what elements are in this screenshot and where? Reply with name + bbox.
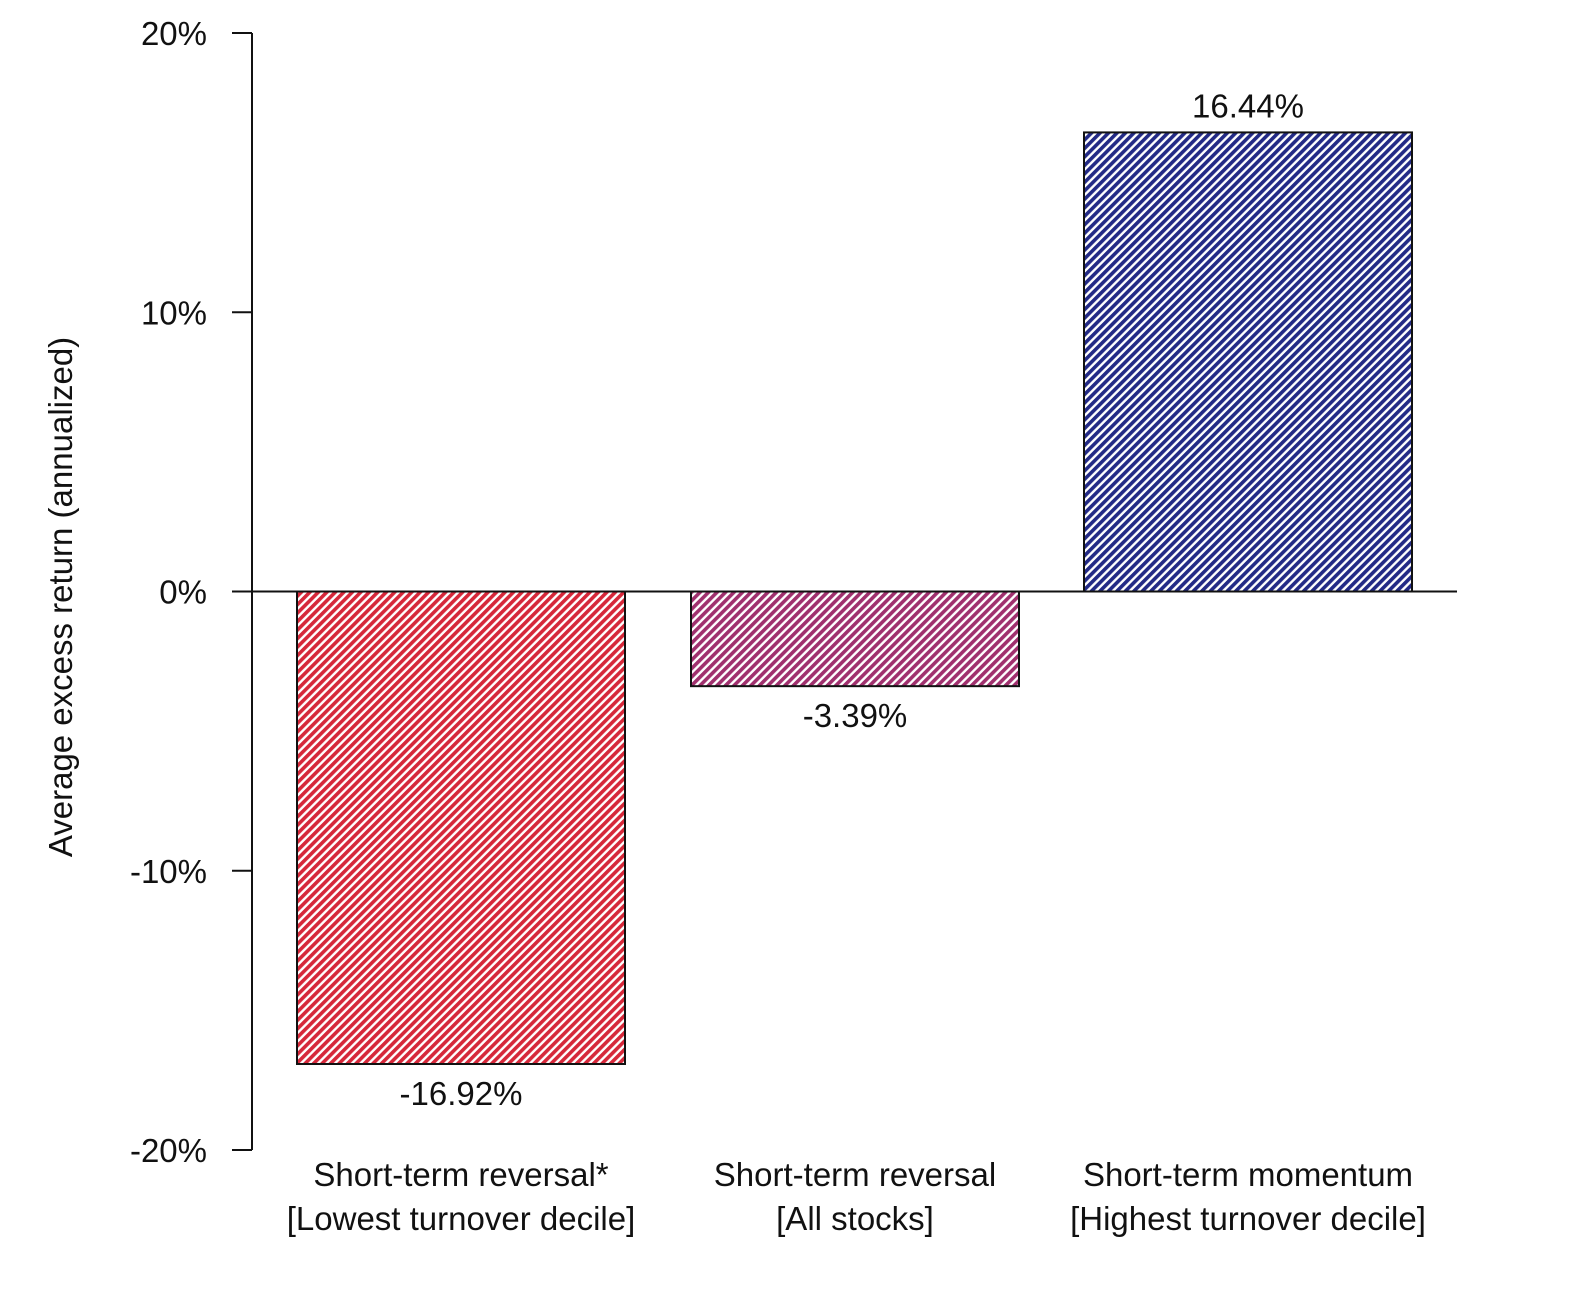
category-label-line2: [Lowest turnover decile] <box>287 1200 636 1237</box>
data-labels: -16.92% -3.39% 16.44% <box>400 87 1304 1112</box>
bar-3 <box>1083 131 1413 593</box>
category-label-line1: Short-term reversal <box>714 1156 996 1193</box>
category-label-line1: Short-term momentum <box>1083 1156 1413 1193</box>
category-labels: Short-term reversal* [Lowest turnover dec… <box>287 1156 1426 1237</box>
category-label-line2: [All stocks] <box>776 1200 934 1237</box>
bars <box>296 131 1413 1065</box>
category-label-line2: [Highest turnover decile] <box>1070 1200 1426 1237</box>
y-tick-label: -20% <box>130 1132 207 1169</box>
y-tick-label: 20% <box>141 15 207 52</box>
y-tick-label: 0% <box>159 574 207 611</box>
y-axis-title: Average excess return (annualized) <box>42 337 79 857</box>
bar-1 <box>296 590 626 1065</box>
data-label-1: -16.92% <box>400 1075 523 1112</box>
y-tick-label: 10% <box>141 294 207 331</box>
category-label-line1: Short-term reversal* <box>313 1156 608 1193</box>
data-label-2: -3.39% <box>803 697 908 734</box>
data-label-3: 16.44% <box>1192 87 1304 124</box>
y-tick-label: -10% <box>130 853 207 890</box>
bar-2 <box>690 590 1020 688</box>
